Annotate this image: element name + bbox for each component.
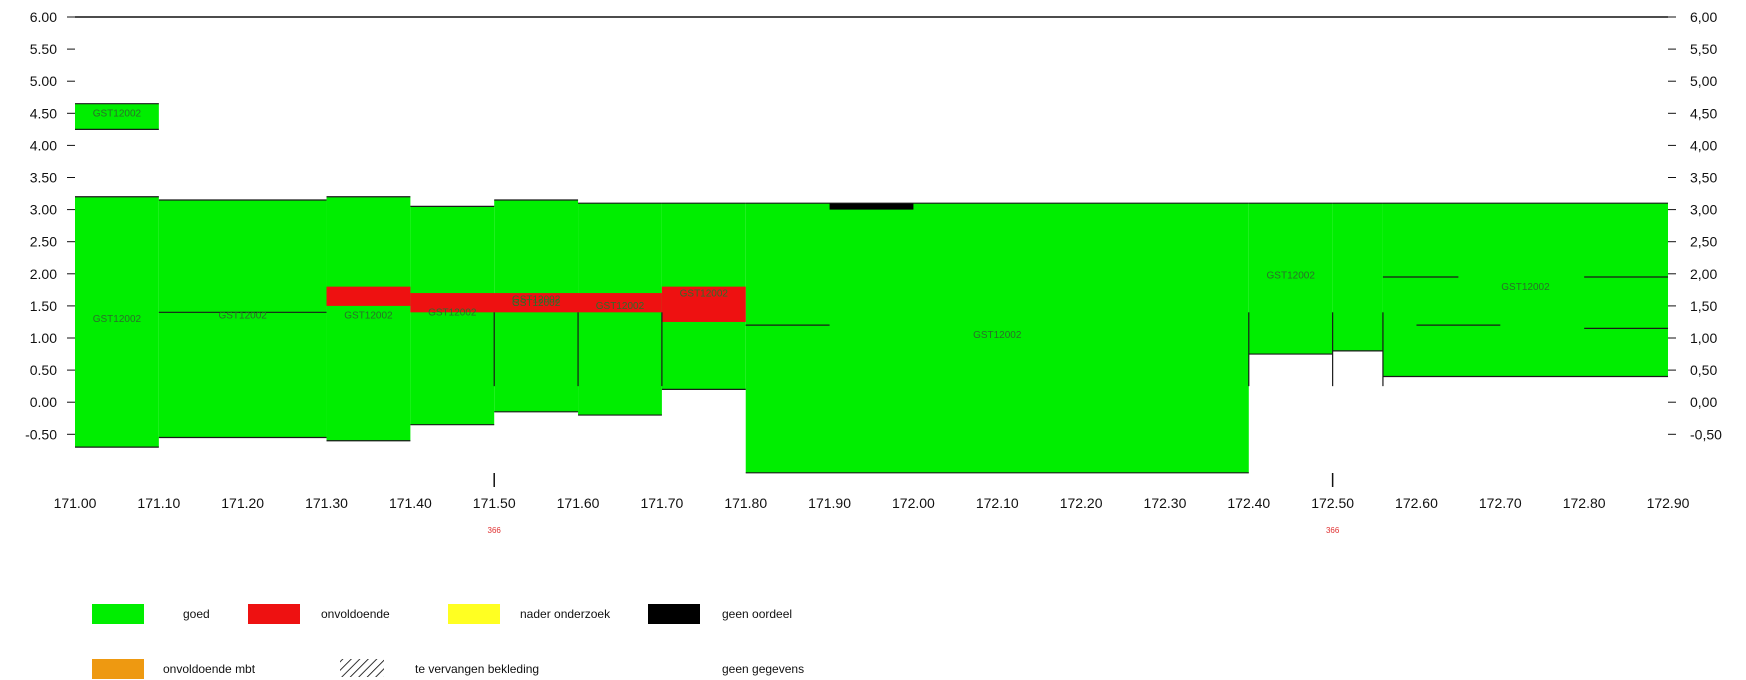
y-tick-label-right: 5,50 [1690,41,1717,57]
y-tick-label-right: 4,50 [1690,105,1717,121]
y-axis-left: 6.00 5.50 5.00 4.50 4.00 3.50 3.00 2.50 2.00 1.50… [25,9,75,442]
y-tick-label-right: 2,50 [1690,234,1717,250]
segment-label: GST12002 [1267,271,1316,282]
legend-label-onvoldoende-mbt: onvoldoende mbt [163,662,256,676]
x-tick-label: 171.90 [808,495,851,511]
segment-label: GST12002 [93,314,142,325]
segment-label: GST12002 [93,109,142,120]
segment-label: GST12002 [344,311,393,322]
x-tick-label: 171.00 [54,495,97,511]
x-tick-label: 172.90 [1647,495,1690,511]
y-tick-label-right: 1,00 [1690,330,1717,346]
segment-onvoldoende-14 [661,286,746,322]
x-tick-label: 172.80 [1563,495,1606,511]
y-axis-right: 6,00 5,50 5,00 4,50 4,00 3,50 3,00 2,50 2,00 1,50… [1668,9,1722,442]
y-tick-label-left: 1.00 [30,330,57,346]
y-tick-label-right: -0,50 [1690,426,1722,442]
segment-goed-3 [326,196,411,441]
legend-swatch-onvoldoende-mbt [92,659,144,679]
marker-label: 366 [488,526,502,535]
segment-goed-10 [1332,203,1383,351]
legend-label-nader-onderzoek: nader onderzoek [520,607,611,621]
y-tick-label-left: 5.00 [30,73,57,89]
legend-label-goed: goed [183,607,210,621]
segment-label: GST12002 [680,288,729,299]
legend-label-te-vervangen-bekleding: te vervangen bekleding [415,662,539,676]
y-tick-label-right: 5,00 [1690,73,1717,89]
y-tick-label-right: 6,00 [1690,9,1717,25]
segment-label: GST12002 [512,295,561,306]
y-tick-label-left: -0.50 [25,426,57,442]
y-tick-label-left: 0.50 [30,362,57,378]
y-tick-label-left: 5.50 [30,41,57,57]
segment-label: GST12002 [218,311,267,322]
y-tick-label-right: 3,50 [1690,170,1717,186]
x-tick-label: 171.70 [640,495,683,511]
y-tick-label-left: 0.00 [30,394,57,410]
y-tick-label-right: 3,00 [1690,202,1717,218]
segment-label: GST12002 [428,308,477,319]
x-tick-label: 172.50 [1311,495,1354,511]
segment-goed-4 [410,206,495,425]
y-tick-label-right: 1,50 [1690,298,1717,314]
x-tick-label: 171.30 [305,495,348,511]
x-tick-label: 171.60 [557,495,600,511]
segment-goed-9 [1248,203,1333,355]
x-tick-label: 172.20 [1060,495,1103,511]
x-tick-label: 172.40 [1227,495,1270,511]
x-tick-label: 172.70 [1479,495,1522,511]
segment-goed-2 [158,199,327,438]
y-tick-label-right: 0,00 [1690,394,1717,410]
y-tick-label-left: 3.00 [30,202,57,218]
y-tick-label-left: 1.50 [30,298,57,314]
legend-swatch-nader-onderzoek [448,604,500,624]
segment-label: GST12002 [973,330,1022,341]
legend-label-onvoldoende: onvoldoende [321,607,390,621]
segment-labels: GST12002 GST12002 GST12002 GST12002 GST12002… [93,109,1550,341]
y-tick-label-left: 2.50 [30,234,57,250]
legend-swatch-geen-oordeel [648,604,700,624]
y-tick-label-left: 4.00 [30,137,57,153]
legend-swatch-hatch [340,659,384,677]
segment-geen-oordeel-15 [829,203,914,210]
y-tick-label-right: 2,00 [1690,266,1717,282]
y-tick-label-left: 3.50 [30,170,57,186]
segment-goed-0 [75,103,159,130]
x-tick-label: 171.20 [221,495,264,511]
segment-label: GST12002 [512,298,561,309]
x-tick-label: 171.50 [473,495,516,511]
x-tick-label: 172.60 [1395,495,1438,511]
marker-label: 366 [1326,526,1340,535]
y-tick-label-left: 6.00 [30,9,57,25]
segment-label: GST12002 [596,301,645,312]
y-tick-label-left: 2.00 [30,266,57,282]
x-tick-label: 172.30 [1144,495,1187,511]
x-tick-label: 172.10 [976,495,1019,511]
segment-lines [75,103,1668,474]
segment-label: GST12002 [1501,282,1550,293]
x-tick-label: 171.40 [389,495,432,511]
plot-area [75,16,1668,473]
y-tick-label-right: 4,00 [1690,137,1717,153]
segment-goed-1 [75,196,159,448]
x-tick-label: 171.80 [724,495,767,511]
legend: goed onvoldoende nader onderzoek geen oorde… [92,604,804,679]
x-tick-label: 171.10 [137,495,180,511]
x-axis: 171.00 171.10 171.20 171.30 171.40 171.50 171.… [54,473,1690,535]
legend-label-geen-oordeel: geen oordeel [722,607,792,621]
segment-onvoldoende-12 [326,286,411,306]
segment-goed-11 [1382,203,1668,377]
legend-swatch-onvoldoende [248,604,300,624]
legend-label-geen-gegevens: geen gegevens [722,662,804,676]
segment-goed-8 [745,203,1249,473]
legend-swatch-goed [92,604,144,624]
x-tick-label: 172.00 [892,495,935,511]
y-tick-label-right: 0,50 [1690,362,1717,378]
segment-onvoldoende-13 [410,293,662,313]
y-tick-label-left: 4.50 [30,105,57,121]
